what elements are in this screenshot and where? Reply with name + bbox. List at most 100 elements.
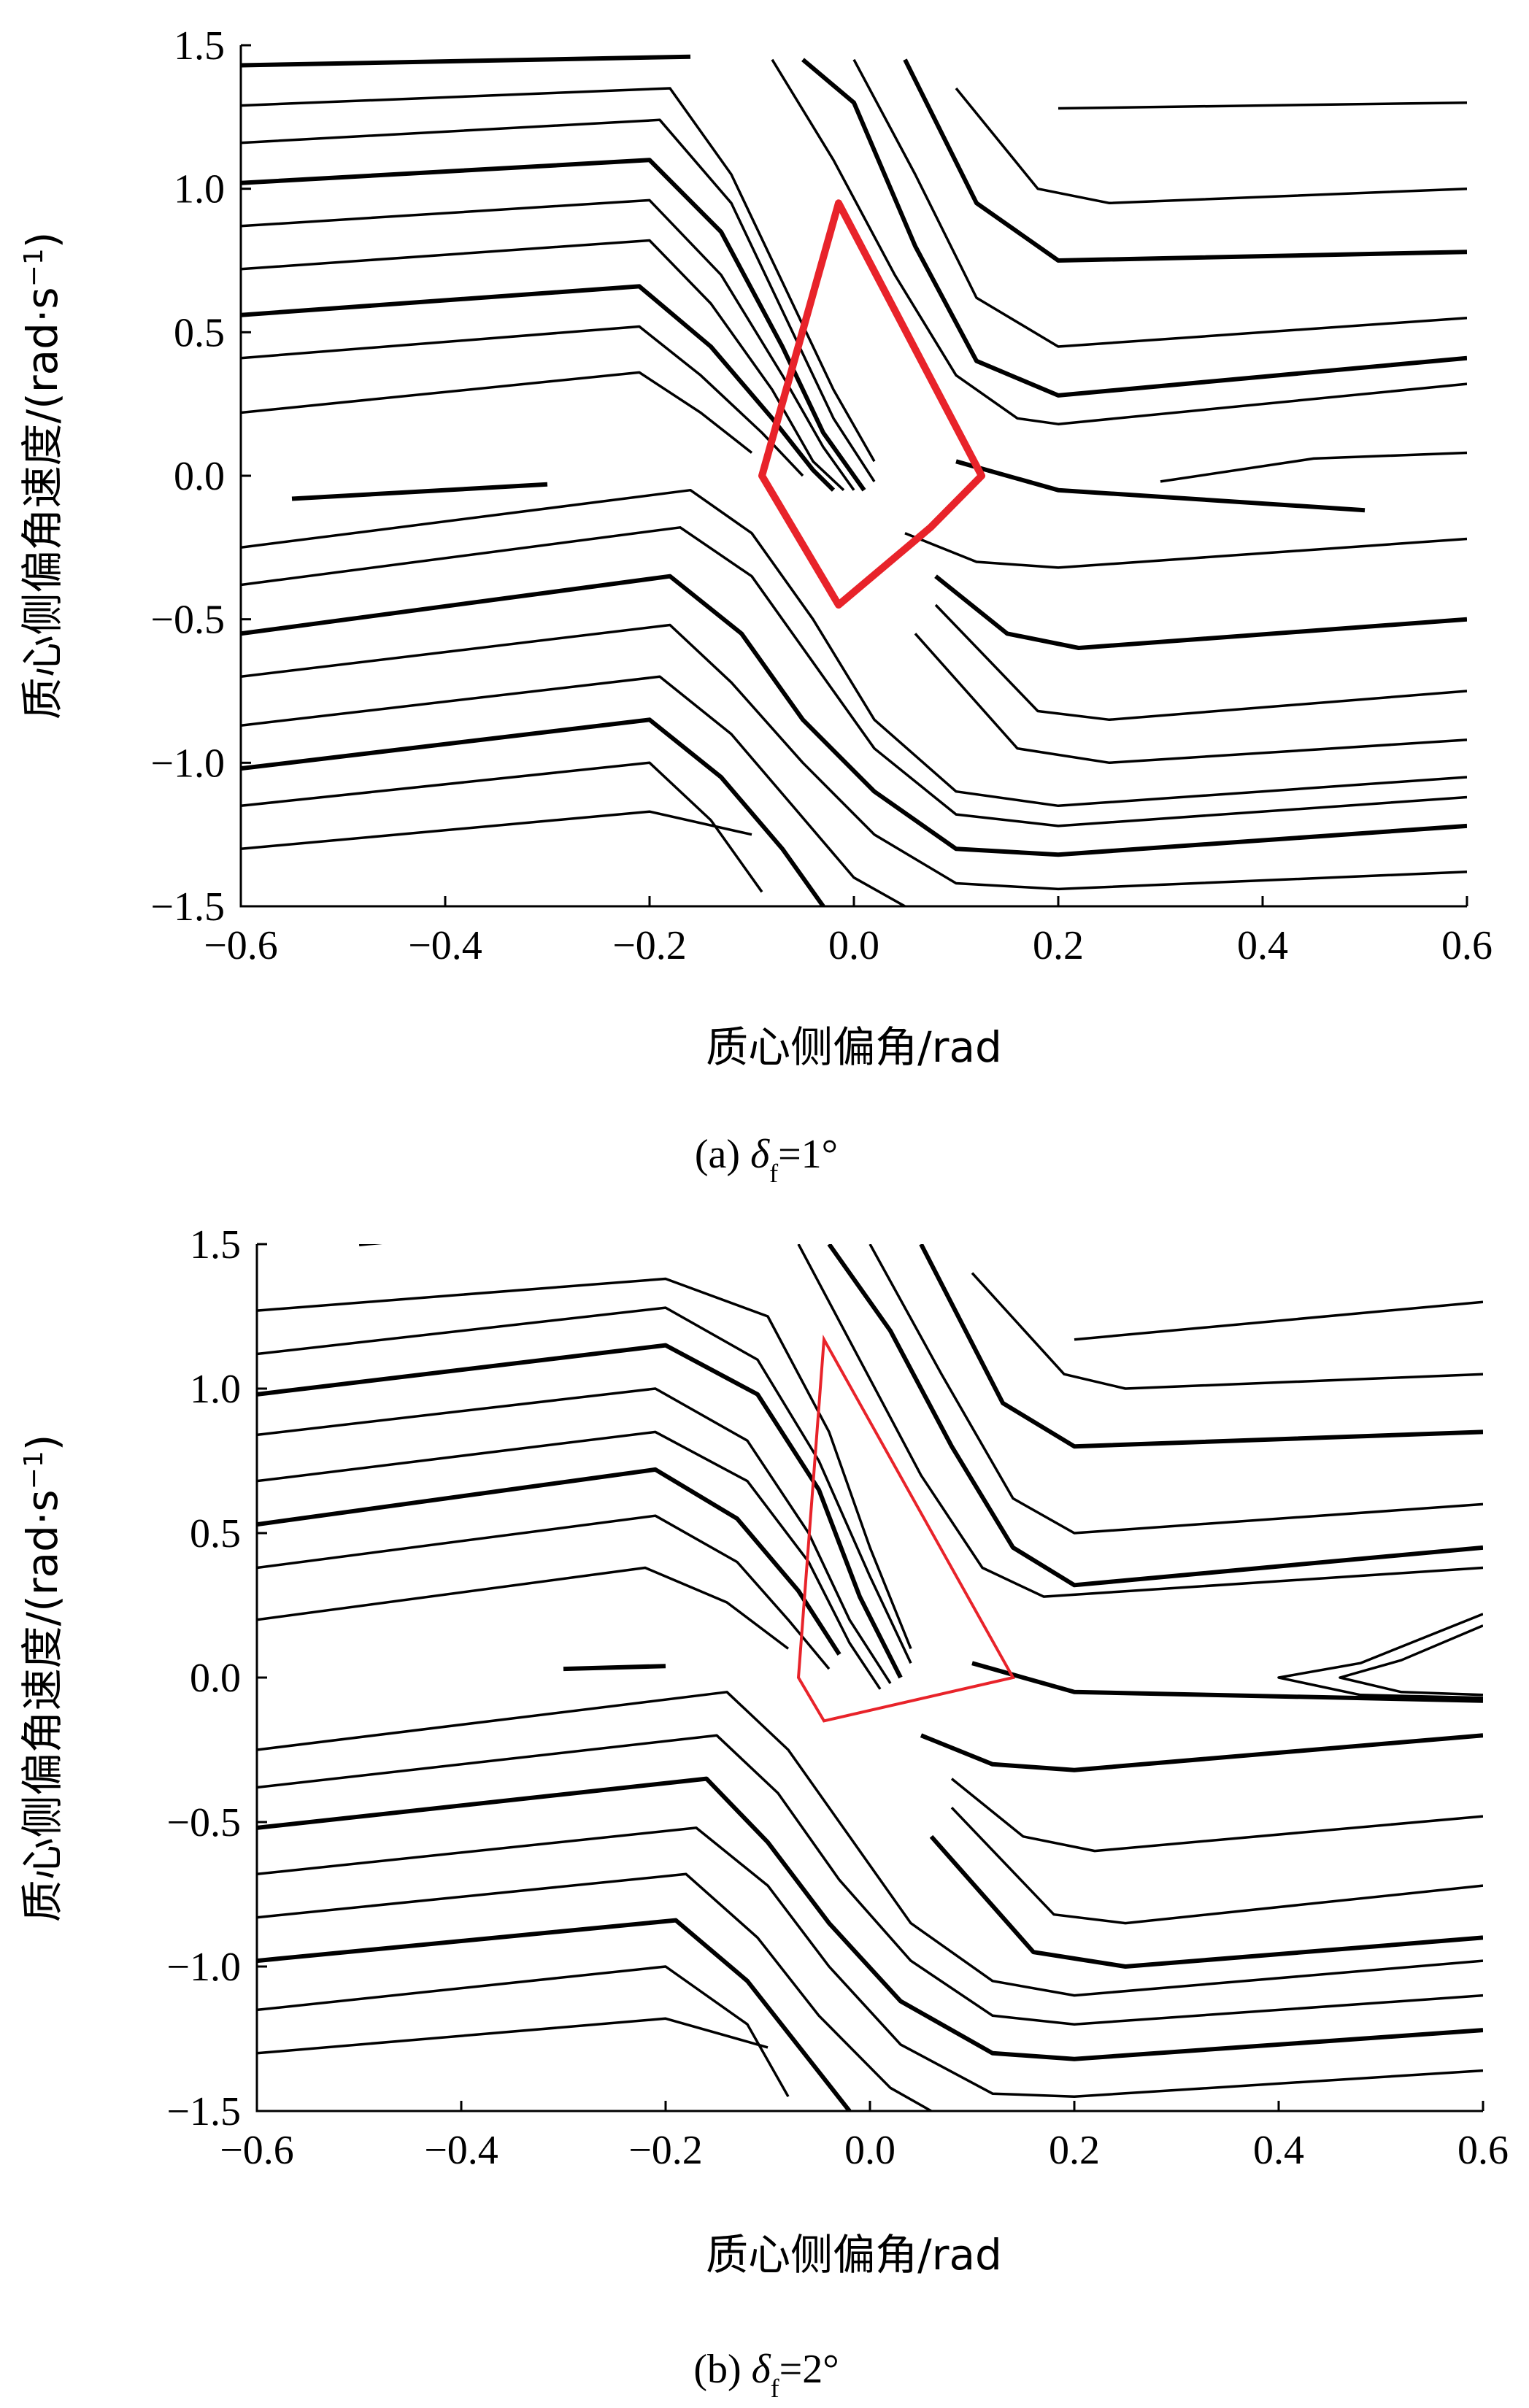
trajectory-b-26 <box>1339 1624 1483 1697</box>
trajectory-a-10 <box>241 488 1467 808</box>
trajectory-a-2 <box>241 118 876 482</box>
x-tick-label-b-1: −0.4 <box>424 2128 498 2173</box>
trajectory-a-12 <box>241 574 1467 857</box>
x-tick-label-b-6: 0.6 <box>1457 2128 1509 2173</box>
y-tick-label-a-5: −1.0 <box>150 741 225 786</box>
trajectory-b-19 <box>797 1244 1483 1598</box>
y-tick-label-b-0: 1.5 <box>190 1222 241 1267</box>
trajectory-a-9 <box>291 482 548 501</box>
trajectory-a-19 <box>771 58 1467 425</box>
trajectory-a-20 <box>852 58 1467 348</box>
trajectory-a-18 <box>801 58 1467 398</box>
y-tick-label-a-3: 0.0 <box>174 454 225 499</box>
trajectory-a-22 <box>955 87 1467 205</box>
x-tick-label-a-6: 0.6 <box>1441 923 1493 968</box>
trajectory-a-7 <box>241 325 804 477</box>
trajectory-a-23 <box>1058 101 1467 110</box>
trajectory-b-22 <box>971 1272 1483 1390</box>
x-tick-label-a-5: 0.4 <box>1237 923 1288 968</box>
trajectory-b-4 <box>257 1387 892 1684</box>
trajectory-a-24 <box>955 459 1366 513</box>
y-tick-label-b-6: −1.5 <box>166 2089 241 2134</box>
trajectory-b-9 <box>563 1664 666 1672</box>
y-tick-label-b-1: 1.0 <box>190 1367 241 1412</box>
x-tick-label-a-3: 0.0 <box>828 923 879 968</box>
x-tick-label-b-3: 0.0 <box>844 2128 896 2173</box>
x-tick-label-a-0: −0.6 <box>204 923 278 968</box>
y-tick-label-b-4: −0.5 <box>166 1800 241 1845</box>
y-axis-label-b: 质心侧偏角速度/(rad·s−1) <box>18 1435 67 1923</box>
x-tick-label-b-2: −0.2 <box>628 2128 703 2173</box>
trajectory-b-12 <box>257 1776 1483 2061</box>
trajectory-b-25 <box>1277 1613 1483 1699</box>
y-axis-label-a: 质心侧偏角速度/(rad·s−1) <box>18 232 67 720</box>
trajectory-b-18 <box>827 1244 1483 1588</box>
y-tick-label-b-5: −1.0 <box>166 1945 241 1990</box>
trajectory-a-0 <box>241 54 691 68</box>
x-tick-label-a-4: 0.2 <box>1033 923 1084 968</box>
trajectory-a-14 <box>241 675 906 906</box>
trajectory-a-6 <box>241 284 836 492</box>
trajectory-a-1 <box>241 87 876 463</box>
trajectory-b-24 <box>971 1661 1483 1703</box>
trajectory-b-23 <box>1074 1300 1483 1341</box>
trajectory-b-2 <box>257 1306 912 1664</box>
x-tick-label-b-5: 0.4 <box>1253 2128 1304 2173</box>
trajectory-a-27 <box>934 574 1467 650</box>
trajectory-a-13 <box>241 623 1467 891</box>
trajectory-a-15 <box>241 717 825 906</box>
x-tick-label-b-4: 0.2 <box>1049 2128 1100 2173</box>
stable-region-b <box>796 1334 1016 1723</box>
x-ticks-a: −0.6 −0.4 −0.2 0.0 0.2 0.4 0.6 <box>204 896 1493 968</box>
trajectory-b-21 <box>919 1244 1483 1449</box>
x-ticks-b: −0.6 −0.4 −0.2 0.0 0.2 0.4 0.6 <box>220 2101 1509 2173</box>
stable-region-a <box>758 199 985 609</box>
trajectory-b-1 <box>257 1277 912 1650</box>
trajectory-a-3 <box>241 158 866 492</box>
y-tick-label-a-2: 0.5 <box>174 310 225 355</box>
x-axis-label-b: 质心侧偏角/rad <box>706 2230 1002 2280</box>
y-tick-label-a-0: 1.5 <box>174 23 225 69</box>
trajectory-b-20 <box>869 1244 1483 1535</box>
trajectory-b-0 <box>359 1244 382 1246</box>
trajectory-b-6 <box>257 1467 841 1656</box>
trajectories-a <box>241 54 1467 906</box>
trajectory-b-5 <box>257 1430 882 1690</box>
y-ticks-b: 1.5 1.0 0.5 0.0 −0.5 −1.0 −1.5 <box>166 1222 267 2134</box>
trajectory-a-11 <box>241 526 1467 827</box>
y-tick-label-a-1: 1.0 <box>174 167 225 212</box>
panel-b: −0.6 −0.4 −0.2 0.0 0.2 0.4 0.6 1.51.00.50.0−0.… <box>18 1222 1509 2403</box>
trajectory-b-17 <box>257 2017 769 2055</box>
trajectory-b-27 <box>920 1733 1483 1772</box>
trajectory-b-29 <box>950 1806 1483 1925</box>
trajectory-b-10 <box>257 1691 1483 1997</box>
y-tick-label-b-3: 0.0 <box>190 1656 241 1701</box>
trajectory-a-17 <box>241 810 752 851</box>
trajectory-a-8 <box>241 371 753 454</box>
trajectory-a-26 <box>904 532 1467 569</box>
trajectory-b-16 <box>257 1965 790 2098</box>
y-tick-label-a-6: −1.5 <box>150 884 225 930</box>
trajectory-b-7 <box>257 1514 831 1670</box>
x-tick-label-b-0: −0.6 <box>220 2128 294 2173</box>
trajectory-b-8 <box>257 1566 790 1650</box>
trajectory-a-5 <box>241 239 845 491</box>
x-axis-label-a: 质心侧偏角/rad <box>706 1022 1002 1072</box>
trajectory-a-21 <box>903 58 1467 263</box>
trajectory-a-4 <box>241 198 855 491</box>
caption-b: (b) δf=2° <box>693 2347 839 2403</box>
panel-a: −0.6 −0.4 −0.2 0.0 0.2 0.4 0.6 1.51.00.50.0−0.… <box>18 23 1493 1188</box>
x-tick-label-a-2: −0.2 <box>612 923 687 968</box>
trajectory-b-15 <box>257 1918 852 2111</box>
trajectory-a-25 <box>1160 451 1467 483</box>
trajectory-a-16 <box>241 761 763 893</box>
x-tick-label-a-1: −0.4 <box>408 923 482 968</box>
trajectory-a-28 <box>934 603 1467 722</box>
trajectory-b-13 <box>257 1826 1483 2098</box>
trajectory-b-14 <box>257 1872 932 2111</box>
trajectory-b-11 <box>257 1734 1483 2026</box>
caption-a: (a) δf=1° <box>695 1132 838 1188</box>
y-tick-label-a-4: −0.5 <box>150 598 225 643</box>
trajectories-b <box>257 1244 1483 2111</box>
